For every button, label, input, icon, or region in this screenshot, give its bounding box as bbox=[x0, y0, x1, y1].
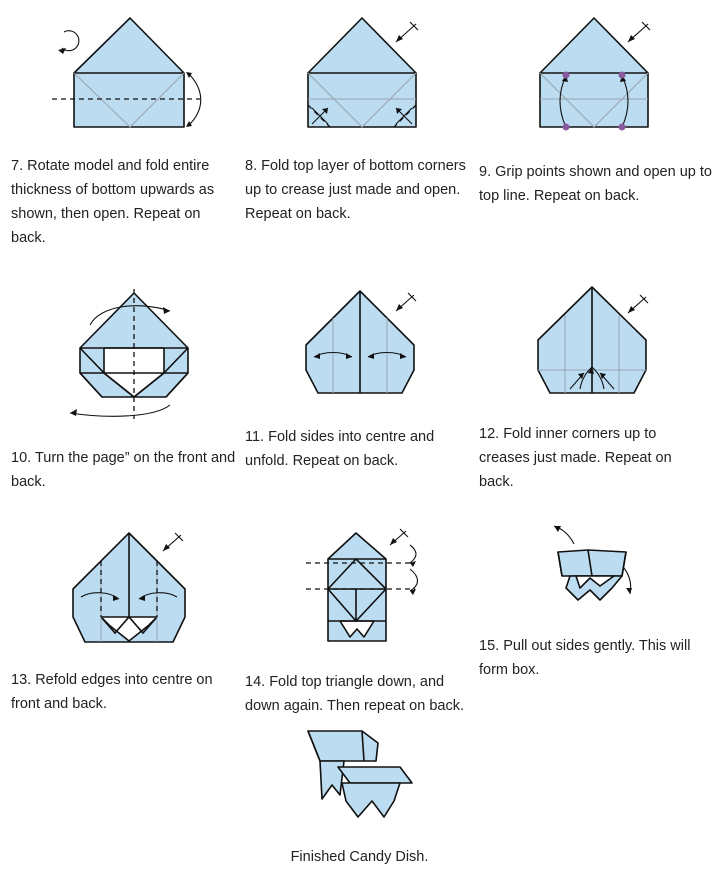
step-9-diagram bbox=[539, 17, 651, 131]
step-text: Pull out sides gently. This will form bo… bbox=[479, 638, 691, 678]
step-13-diagram bbox=[72, 532, 186, 643]
step-14-caption: 14. Fold top triangle down, and down aga… bbox=[245, 670, 480, 718]
grip-point bbox=[618, 123, 626, 131]
step-8-caption: 8. Fold top layer of bottom corners up t… bbox=[245, 154, 480, 226]
step-text: Fold inner corners up to creases just ma… bbox=[479, 426, 672, 490]
step-text: Turn the page” on the front and back. bbox=[11, 450, 236, 490]
step-15-caption: 15. Pull out sides gently. This will for… bbox=[479, 634, 709, 682]
final-caption: Finished Candy Dish. bbox=[290, 849, 429, 865]
step-7-diagram bbox=[52, 17, 205, 128]
step-text: Refold edges into centre on front and ba… bbox=[11, 672, 213, 712]
step-12-caption: 12. Fold inner corners up to creases jus… bbox=[479, 422, 709, 494]
step-10-caption: 10. Turn the page” on the front and back… bbox=[11, 446, 246, 494]
step-number: 15. bbox=[479, 638, 500, 654]
grip-point bbox=[618, 71, 626, 79]
step-number: 14. bbox=[245, 674, 266, 690]
step-text: Rotate model and fold entire thickness o… bbox=[11, 158, 215, 246]
step-number: 11. bbox=[245, 429, 265, 445]
step-number: 8. bbox=[245, 158, 258, 174]
step-text: Fold top triangle down, and down again. … bbox=[245, 674, 465, 714]
finished-candy-dish-diagram bbox=[307, 730, 413, 818]
step-7-caption: 7. Rotate model and fold entire thicknes… bbox=[11, 154, 236, 250]
step-9-caption: 9. Grip points shown and open up to top … bbox=[479, 160, 714, 208]
grip-point bbox=[562, 71, 570, 79]
step-number: 12. bbox=[479, 426, 500, 442]
rotate-arrow-icon bbox=[61, 30, 80, 52]
step-number: 7. bbox=[11, 158, 24, 174]
step-text: Fold top layer of bottom corners up to c… bbox=[245, 158, 466, 222]
step-number: 9. bbox=[479, 164, 492, 180]
step-13-caption: 13. Refold edges into centre on front an… bbox=[11, 668, 231, 716]
step-number: 10. bbox=[11, 450, 32, 466]
step-14-diagram bbox=[306, 528, 419, 642]
step-8-diagram bbox=[307, 17, 419, 128]
step-11-diagram bbox=[305, 290, 417, 394]
step-12-diagram bbox=[537, 286, 649, 394]
step-15-diagram bbox=[553, 525, 632, 601]
step-number: 13. bbox=[11, 672, 32, 688]
step-text: Grip points shown and open up to top lin… bbox=[479, 164, 712, 204]
grip-point bbox=[562, 123, 570, 131]
step-text: Fold sides into centre and unfold. Repea… bbox=[245, 429, 435, 469]
step-10-diagram bbox=[69, 289, 189, 419]
step-11-caption: 11. Fold sides into centre and unfold. R… bbox=[245, 425, 480, 473]
